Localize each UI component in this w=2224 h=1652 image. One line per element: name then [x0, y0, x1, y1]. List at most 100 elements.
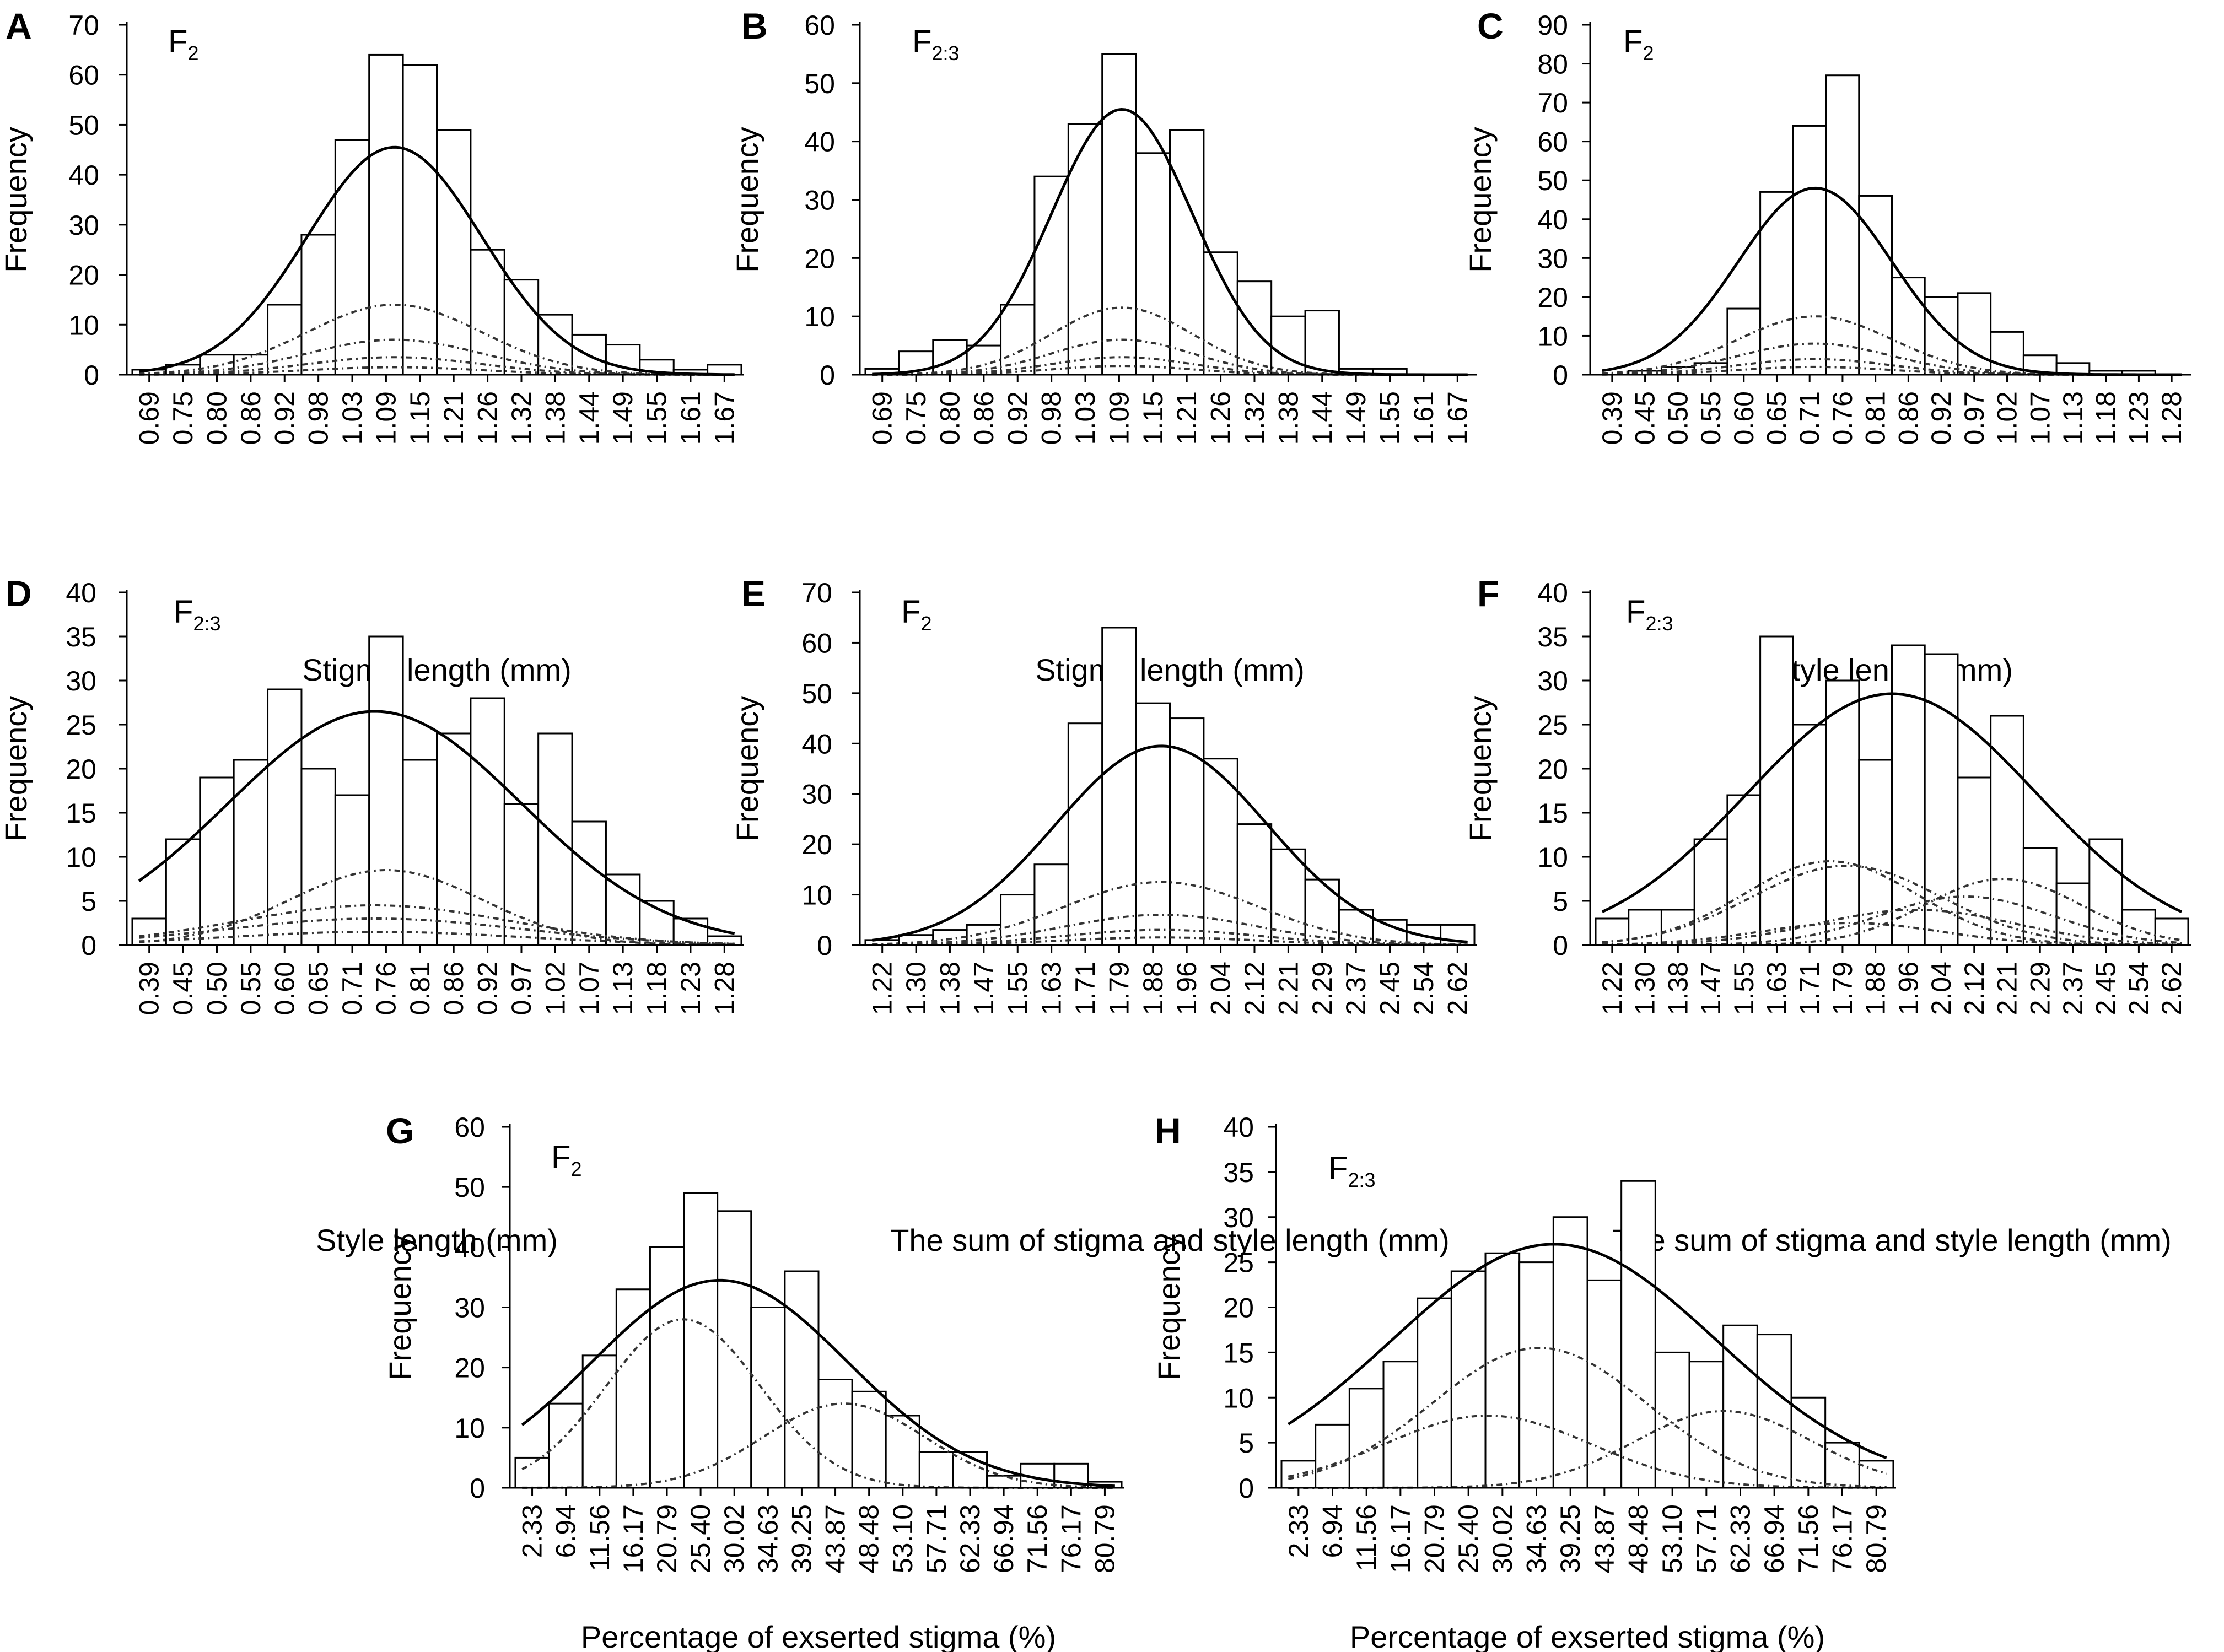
x-tick-label: 1.96	[1171, 962, 1202, 1015]
component-curve-c-2	[1602, 342, 2182, 376]
component-curve-f-1	[1602, 860, 2182, 946]
x-tick-label: 0.92	[1002, 391, 1033, 445]
y-tick-label: 30	[801, 779, 832, 810]
x-tick-label: 1.23	[2123, 391, 2154, 445]
panel-g: G F2 0 10 20 30 40 50 60 2.33 6.94 11.56 16.17 20.79 2…	[383, 1110, 1124, 1652]
x-tick-label: 1.44	[574, 391, 605, 445]
component-curve-d-2	[139, 904, 735, 945]
x-tick-label: 1.55	[1375, 391, 1406, 445]
bar-b-1.03	[1067, 123, 1103, 376]
x-tick-label: 53.10	[1657, 1504, 1688, 1573]
x-tick-label: 30.02	[719, 1504, 750, 1573]
y-tick-label: 35	[66, 622, 96, 652]
x-tick-label: 0.39	[1597, 391, 1628, 445]
x-tick-label: 0.97	[506, 962, 537, 1015]
bar-b-0.92	[1000, 304, 1036, 376]
component-curve-a-3	[139, 356, 735, 376]
y-tick-label: 15	[1537, 798, 1568, 829]
x-tick-label: 66.94	[1759, 1504, 1790, 1573]
x-tick-label: 0.69	[134, 391, 165, 445]
x-tick-label: 25.40	[1453, 1504, 1484, 1573]
x-tick-label: 1.03	[1070, 391, 1101, 445]
y-tick-label: 0	[1238, 1473, 1254, 1504]
y-tick-label: 10	[1537, 321, 1568, 352]
bar-d-0.92	[470, 697, 505, 946]
x-tick-label: 0.81	[405, 962, 435, 1015]
component-curve-d-1	[139, 869, 735, 946]
x-tick-label: 1.22	[1597, 962, 1628, 1015]
x-tick-label: 0.55	[1695, 391, 1726, 445]
x-tick-label: 1.09	[370, 391, 401, 445]
bar-g-48.48	[851, 1390, 887, 1489]
y-tick-label: 10	[1223, 1383, 1254, 1413]
x-axis-title: Stigma length (mm)	[1035, 652, 1305, 687]
x-tick-label: 71.56	[1793, 1504, 1824, 1573]
x-tick-label: 1.47	[1695, 962, 1726, 1015]
x-axis-title: The sum of stigma and style length (mm)	[890, 1223, 1450, 1257]
y-tick-label: 20	[66, 754, 96, 785]
x-tick-label: 2.21	[1992, 962, 2023, 1015]
normal-fit-curve-g	[521, 1278, 1115, 1488]
y-tick-label: 10	[801, 880, 832, 911]
bar-g-30.02	[717, 1210, 752, 1489]
panel-letter: G	[386, 1110, 414, 1151]
bar-b-1.26	[1203, 251, 1238, 376]
panel-f: F F2:3 0 5 10 15 20 25 30 35 40 1.22 1.30 1.38 1.47 1.5…	[1463, 573, 2191, 1257]
y-tick-label: 5	[1238, 1428, 1254, 1459]
y-tick-label: 0	[84, 360, 99, 391]
component-curve-f-5	[1602, 909, 2182, 946]
x-tick-label: 76.17	[1056, 1504, 1086, 1573]
x-tick-label: 1.32	[506, 391, 537, 445]
y-tick-label: 0	[1553, 360, 1568, 391]
x-tick-label: 71.56	[1022, 1504, 1053, 1573]
y-tick-label: 70	[801, 577, 832, 608]
x-tick-label: 2.21	[1273, 962, 1304, 1015]
component-curve-d-4	[139, 931, 735, 946]
bar-h-66.94	[1756, 1334, 1792, 1489]
x-tick-label: 0.76	[1827, 391, 1858, 445]
x-tick-label: 1.55	[1728, 962, 1759, 1015]
x-tick-label: 0.50	[1662, 391, 1693, 445]
y-axis-title: Frequency	[1463, 696, 1498, 842]
bar-b-1.09	[1101, 53, 1137, 376]
x-tick-label: 1.67	[1442, 391, 1473, 445]
x-tick-label: 1.49	[1340, 391, 1371, 445]
component-curve-g-1	[521, 1318, 1115, 1489]
bar-d-1.02	[537, 732, 573, 946]
x-tick-label: 2.54	[2123, 962, 2154, 1015]
x-tick-label: 30.02	[1487, 1504, 1518, 1573]
y-tick-label: 40	[1537, 577, 1568, 608]
x-tick-label: 39.25	[1555, 1504, 1586, 1573]
x-tick-label: 2.54	[1408, 962, 1439, 1015]
x-tick-label: 1.21	[1171, 391, 1202, 445]
x-tick-label: 1.88	[1860, 962, 1891, 1015]
component-curve-b-4	[872, 365, 1468, 376]
y-axis-title: Frequency	[730, 127, 764, 273]
bar-h-76.17	[1824, 1442, 1860, 1489]
y-axis-title: Frequency	[0, 696, 33, 842]
y-tick-label: 15	[66, 798, 96, 829]
y-tick-label: 30	[68, 210, 99, 241]
y-tick-label: 5	[1553, 886, 1568, 917]
y-tick-label: 20	[454, 1353, 485, 1384]
y-tick-label: 60	[454, 1112, 485, 1143]
x-axis-title: Percentage of exserted stigma (%)	[1350, 1619, 1825, 1652]
bar-f-1.79	[1825, 679, 1860, 946]
x-tick-label: 0.75	[901, 391, 931, 445]
x-tick-label: 1.07	[574, 962, 605, 1015]
y-tick-label: 70	[68, 10, 99, 41]
x-tick-label: 0.98	[1036, 391, 1067, 445]
y-tick-label: 30	[1537, 243, 1568, 274]
y-tick-label: 10	[66, 842, 96, 873]
x-tick-label: 2.37	[1340, 962, 1371, 1015]
x-tick-label: 1.15	[405, 391, 435, 445]
y-axis-title: Frequency	[383, 1234, 417, 1380]
bar-h-71.56	[1790, 1396, 1827, 1489]
x-tick-label: 0.69	[867, 391, 898, 445]
x-tick-label: 1.02	[1992, 391, 2023, 445]
x-tick-label: 1.13	[607, 962, 638, 1015]
x-tick-label: 0.76	[370, 962, 401, 1015]
y-tick-label: 40	[454, 1232, 485, 1263]
x-tick-label: 2.04	[1205, 962, 1236, 1015]
bar-g-2.33	[514, 1456, 550, 1489]
